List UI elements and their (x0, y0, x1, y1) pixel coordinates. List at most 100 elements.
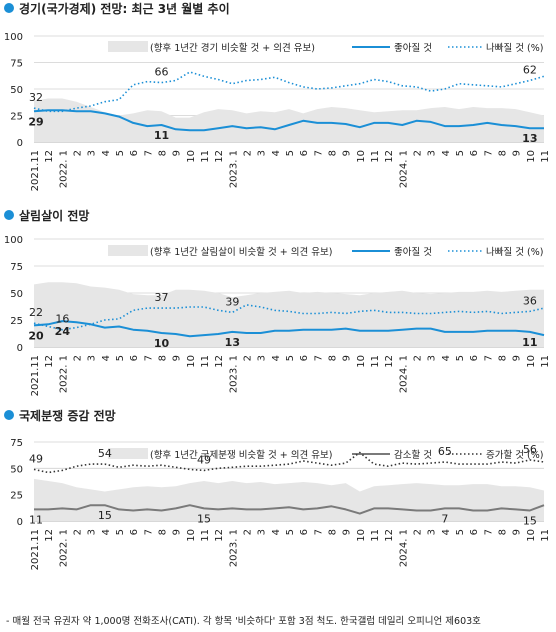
data-label: 54 (98, 447, 112, 460)
x-tick-label: 3 (87, 355, 98, 361)
y-tick-label: 100 (4, 235, 23, 246)
x-tick-label: 10 (356, 355, 367, 368)
x-tick-label: 5 (285, 529, 296, 535)
x-tick-label: 12 (214, 150, 225, 163)
x-tick-label: 2022. 1 (58, 150, 69, 188)
x-tick-label: 7 (143, 150, 154, 156)
series-line-decrease-or-better (33, 320, 545, 338)
data-label: 65 (438, 445, 452, 458)
x-tick-label: 11 (200, 355, 211, 368)
x-tick-label: 6 (469, 529, 480, 535)
series-line-increase-or-worse (33, 451, 545, 474)
legend: (향후 1년간 살림살이 비슷할 것 + 의견 유보) 좋아질 것 나빠질 것 (%… (108, 245, 543, 258)
x-tick-label: 3 (87, 529, 98, 535)
data-label: 15 (98, 509, 112, 522)
legend-label-series-2: 나빠질 것 (%) (486, 42, 543, 54)
x-tick-label: 2022. 1 (58, 529, 69, 567)
x-tick-label: 3 (427, 355, 438, 361)
x-tick-label: 3 (427, 529, 438, 535)
x-tick-label: 11 (540, 150, 551, 163)
x-tick-label: 2024. 1 (398, 529, 409, 567)
legend-label-series-1: 좋아질 것 (394, 42, 432, 54)
x-tick-label: 11 (540, 529, 551, 542)
series-line-increase-or-worse (33, 304, 545, 331)
chart-title: 국제분쟁 증감 전망 (19, 408, 116, 423)
x-tick-label: 5 (115, 529, 126, 535)
x-tick-label: 10 (356, 529, 367, 542)
x-tick-label: 7 (313, 355, 324, 361)
x-tick-label: 12 (44, 355, 55, 368)
y-tick-label: 75 (10, 59, 23, 70)
legend-label-series-2: 증가할 것 (%) (486, 450, 543, 461)
x-tick-label: 4 (271, 355, 282, 361)
data-label: 11 (154, 129, 169, 142)
x-tick-label: 8 (498, 355, 509, 361)
data-label: 29 (28, 115, 43, 128)
x-tick-label: 11 (540, 355, 551, 368)
x-tick-label: 6 (469, 355, 480, 361)
chart-title: 살림살이 전망 (19, 208, 89, 223)
x-tick-label: 3 (257, 355, 268, 361)
legend-label-area: (향후 1년간 살림살이 비슷할 것 + 의견 유보) (150, 246, 332, 258)
x-tick-label: 4 (441, 150, 452, 156)
data-label: 62 (523, 64, 537, 77)
data-label: 13 (522, 132, 537, 145)
x-tick-label: 11 (370, 150, 381, 163)
x-tick-label: 5 (285, 355, 296, 361)
x-tick-label: 6 (129, 355, 140, 361)
x-tick-label: 2024. 1 (398, 355, 409, 393)
x-tick-label: 9 (342, 150, 353, 156)
x-tick-label: 9 (172, 529, 183, 535)
y-tick-label: 0 (17, 138, 23, 149)
x-tick-label: 10 (186, 150, 197, 163)
x-tick-label: 10 (526, 529, 537, 542)
y-tick-label: 50 (10, 85, 23, 96)
title-bullet-icon (4, 210, 14, 220)
legend-swatch-area (108, 448, 148, 459)
x-tick-label: 5 (115, 355, 126, 361)
x-tick-label: 12 (384, 150, 395, 163)
x-tick-label: 6 (299, 150, 310, 156)
x-tick-label: 7 (143, 529, 154, 535)
x-tick-label: 9 (512, 355, 523, 361)
x-tick-label: 4 (271, 529, 282, 535)
x-tick-label: 2 (413, 355, 424, 361)
x-tick-label: 12 (44, 150, 55, 163)
data-label: 15 (523, 514, 537, 527)
x-tick-label: 6 (469, 150, 480, 156)
data-label: 15 (197, 512, 211, 525)
data-label: 16 (55, 313, 69, 326)
x-tick-label: 7 (143, 355, 154, 361)
series-line-decrease-or-better (34, 504, 545, 515)
x-tick-label: 2021.11 (30, 529, 41, 570)
x-tick-label: 2 (243, 529, 254, 535)
x-tick-label: 12 (214, 355, 225, 368)
x-tick-label: 5 (285, 150, 296, 156)
y-tick-label: 0 (17, 517, 23, 528)
x-tick-label: 4 (441, 529, 452, 535)
data-label: 11 (29, 513, 43, 526)
x-tick-label: 12 (214, 529, 225, 542)
data-label: 10 (154, 337, 170, 350)
x-tick-label: 3 (257, 150, 268, 156)
x-tick-label: 5 (455, 529, 466, 535)
x-tick-label: 2023. 1 (228, 529, 239, 567)
x-tick-label: 2 (73, 529, 84, 535)
x-tick-label: 2 (413, 529, 424, 535)
x-tick-label: 9 (172, 355, 183, 361)
legend-swatch-area (108, 41, 148, 52)
data-label: 22 (29, 306, 43, 319)
x-tick-label: 2 (73, 355, 84, 361)
x-tick-label: 2 (243, 355, 254, 361)
data-label: 32 (29, 91, 43, 104)
y-tick-label: 75 (10, 262, 23, 273)
x-tick-label: 8 (328, 529, 339, 535)
legend-label-area: (향후 1년간 국제분쟁 비슷할 것 + 의견 유보) (150, 449, 332, 461)
legend: (향후 1년간 경기 비슷할 것 + 의견 유보) 좋아질 것 나빠질 것 (%) (108, 41, 543, 54)
x-tick-label: 9 (342, 355, 353, 361)
x-tick-label: 5 (115, 150, 126, 156)
y-tick-label: 25 (10, 112, 23, 123)
x-tick-label: 6 (299, 529, 310, 535)
